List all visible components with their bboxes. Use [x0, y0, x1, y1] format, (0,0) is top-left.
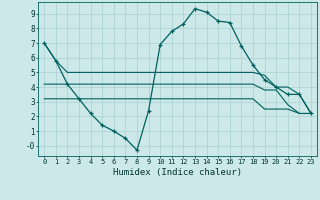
X-axis label: Humidex (Indice chaleur): Humidex (Indice chaleur)	[113, 168, 242, 177]
